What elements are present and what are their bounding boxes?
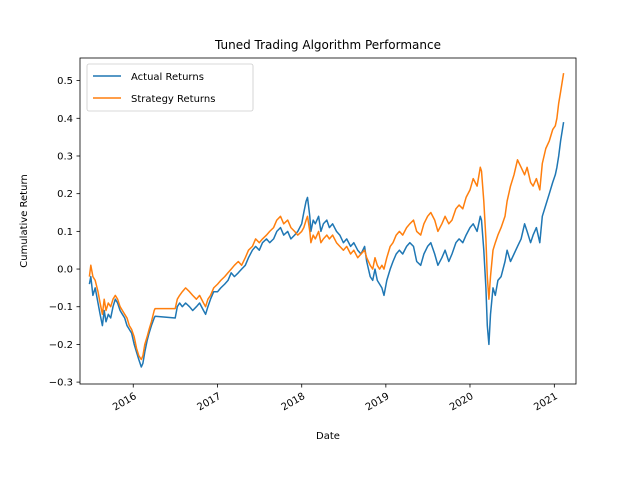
y-axis-label: Cumulative Return (19, 174, 30, 267)
legend-label-strategy-returns: Strategy Returns (131, 94, 215, 105)
y-tick-label: 0.4 (57, 114, 73, 125)
y-tick-label: 0.5 (57, 76, 73, 87)
legend-box (86, 63, 254, 112)
legend-label-actual-returns: Actual Returns (131, 72, 204, 83)
plot-frame (79, 57, 577, 385)
y-tick-label: −0.1 (49, 302, 73, 313)
y-tick-label: 0.0 (57, 265, 73, 276)
y-axis: −0.3 −0.2 −0.1 0.0 0.1 0.2 0.3 0.4 0.5 (49, 76, 80, 389)
x-axis-label: Date (316, 431, 340, 442)
series-line-strategy-returns (88, 72, 565, 361)
series-line-actual-returns (88, 121, 565, 368)
chart-title: Tuned Trading Algorithm Performance (214, 38, 441, 52)
y-tick-label: 0.3 (57, 151, 73, 162)
series-layer (88, 72, 565, 368)
y-tick-label: 0.2 (57, 189, 73, 200)
y-tick-label: −0.3 (49, 378, 73, 389)
y-tick-label: −0.2 (49, 340, 73, 351)
legend: Actual Returns Strategy Returns (86, 63, 254, 112)
x-axis: 2016 2017 2018 2019 2020 2021 (111, 384, 560, 413)
plot-area (79, 57, 577, 385)
y-tick-label: 0.1 (57, 227, 73, 238)
